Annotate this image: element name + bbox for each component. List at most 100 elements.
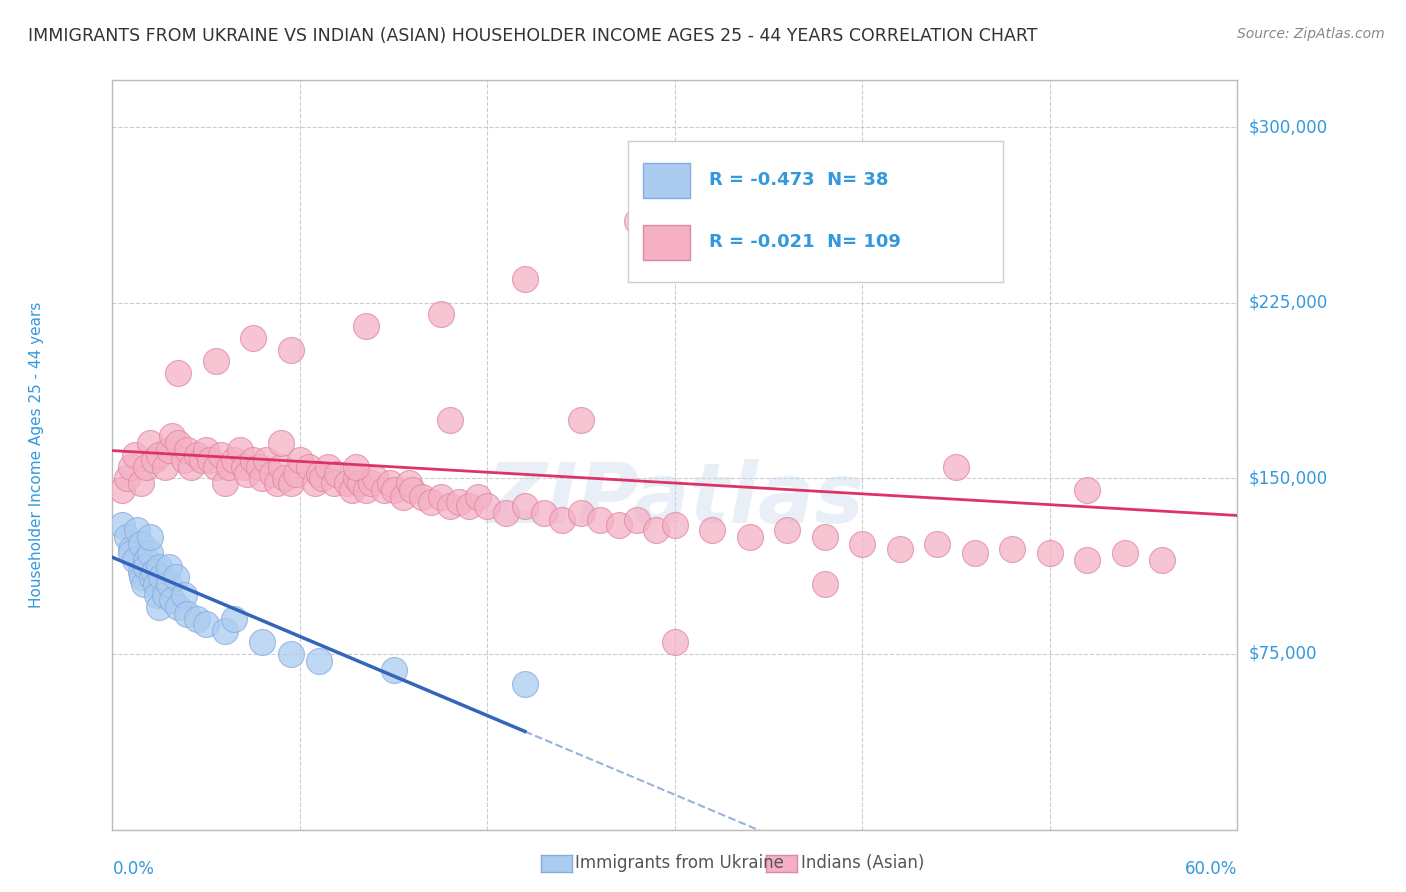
- Text: Indians (Asian): Indians (Asian): [801, 855, 925, 872]
- Point: [167, 600, 190, 615]
- Point: [364, 471, 387, 485]
- Point: [191, 452, 214, 467]
- Text: $150,000: $150,000: [1249, 469, 1327, 487]
- Point: [146, 589, 169, 603]
- Point: [378, 476, 401, 491]
- Point: [142, 452, 165, 467]
- Point: [224, 452, 246, 467]
- Point: [398, 476, 420, 491]
- Point: [439, 500, 461, 514]
- Point: [758, 260, 780, 275]
- Point: [382, 664, 405, 678]
- Point: [139, 546, 162, 560]
- Point: [173, 452, 195, 467]
- Point: [247, 459, 270, 474]
- Point: [344, 459, 367, 474]
- Point: [176, 607, 198, 621]
- Point: [134, 576, 156, 591]
- Point: [382, 483, 405, 497]
- Point: [429, 490, 451, 504]
- Point: [626, 514, 648, 528]
- Point: [326, 467, 349, 481]
- Point: [457, 500, 479, 514]
- Point: [280, 476, 302, 491]
- Point: [1114, 546, 1136, 560]
- Point: [141, 570, 163, 584]
- Point: [349, 476, 371, 491]
- Point: [1001, 541, 1024, 556]
- Point: [236, 467, 259, 481]
- Point: [148, 560, 170, 574]
- Point: [569, 507, 592, 521]
- Text: R = -0.473  N= 38: R = -0.473 N= 38: [709, 171, 889, 189]
- Point: [117, 530, 139, 544]
- Point: [242, 452, 264, 467]
- Point: [513, 677, 536, 691]
- Point: [664, 635, 686, 649]
- Point: [420, 494, 443, 508]
- Point: [120, 459, 142, 474]
- Point: [308, 654, 330, 668]
- Point: [274, 471, 297, 485]
- Point: [626, 213, 648, 227]
- Point: [1076, 553, 1098, 567]
- Point: [354, 483, 377, 497]
- Point: [270, 436, 292, 450]
- Point: [551, 514, 574, 528]
- Point: [198, 452, 221, 467]
- Point: [467, 490, 489, 504]
- Point: [129, 565, 152, 579]
- Text: Householder Income Ages 25 - 44 years: Householder Income Ages 25 - 44 years: [28, 301, 44, 608]
- Point: [392, 490, 415, 504]
- Point: [429, 307, 451, 321]
- Point: [1076, 483, 1098, 497]
- Point: [148, 600, 170, 615]
- Text: $75,000: $75,000: [1249, 645, 1317, 663]
- Point: [157, 443, 180, 458]
- Point: [157, 576, 180, 591]
- Point: [776, 178, 799, 193]
- Point: [963, 546, 986, 560]
- Point: [322, 476, 344, 491]
- Point: [195, 616, 218, 631]
- Point: [1039, 546, 1062, 560]
- Text: ZIPatlas: ZIPatlas: [486, 459, 863, 541]
- Point: [411, 490, 433, 504]
- Point: [738, 530, 761, 544]
- Point: [111, 518, 134, 533]
- Bar: [628, 141, 1002, 282]
- Point: [124, 448, 146, 462]
- Point: [288, 452, 311, 467]
- Point: [204, 354, 226, 368]
- Point: [495, 507, 517, 521]
- Point: [186, 448, 208, 462]
- Point: [814, 576, 837, 591]
- Point: [342, 483, 364, 497]
- Point: [280, 647, 302, 661]
- Point: [569, 413, 592, 427]
- Point: [270, 459, 292, 474]
- Point: [173, 589, 195, 603]
- Point: [167, 436, 190, 450]
- Point: [135, 459, 157, 474]
- Point: [851, 537, 873, 551]
- Point: [266, 476, 288, 491]
- Point: [945, 167, 967, 181]
- Point: [204, 459, 226, 474]
- Point: [254, 452, 277, 467]
- Point: [153, 589, 176, 603]
- Point: [702, 523, 724, 537]
- Point: [162, 429, 184, 443]
- Point: [373, 483, 395, 497]
- Point: [229, 443, 252, 458]
- Point: [142, 565, 165, 579]
- Point: [139, 436, 162, 450]
- Text: Immigrants from Ukraine: Immigrants from Ukraine: [575, 855, 785, 872]
- Point: [125, 523, 148, 537]
- Point: [889, 541, 911, 556]
- Point: [1152, 553, 1174, 567]
- Bar: [643, 163, 690, 198]
- Point: [117, 471, 139, 485]
- Text: $225,000: $225,000: [1249, 293, 1327, 311]
- Point: [214, 476, 236, 491]
